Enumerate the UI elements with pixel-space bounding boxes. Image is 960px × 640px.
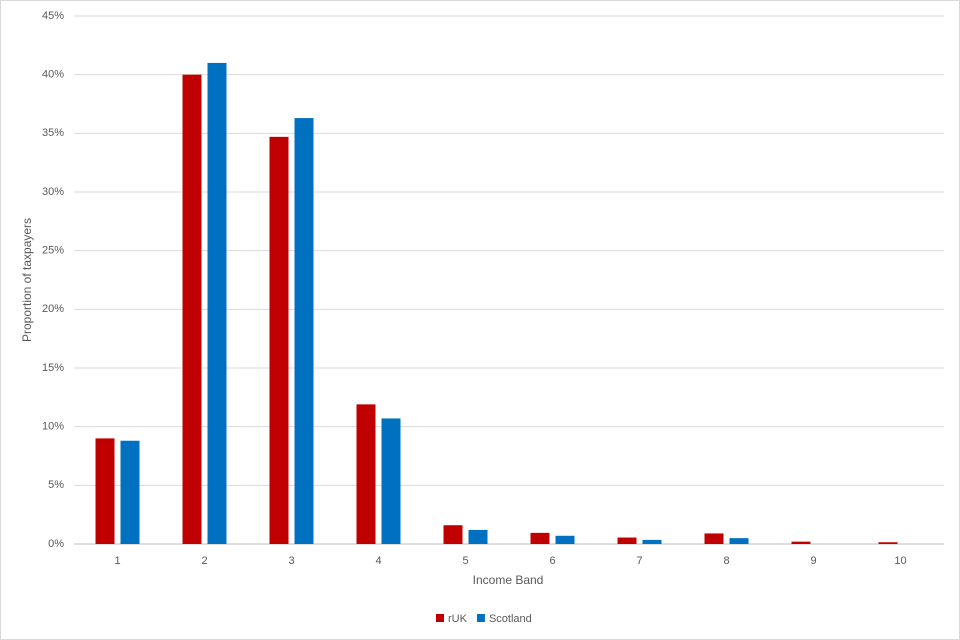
bar [381,418,401,544]
bar [269,136,289,544]
bar [729,538,749,544]
x-tick-label: 4 [375,555,381,567]
x-tick-label: 3 [288,555,294,567]
y-tick-label: 20% [42,303,64,315]
y-tick-label: 35% [42,127,64,139]
x-tick-label: 10 [894,555,906,567]
x-tick-label: 7 [636,555,642,567]
y-tick-label: 0% [48,538,64,550]
legend-swatch [436,614,444,622]
y-axis-title: Proportion of taxpayers [20,218,34,342]
x-tick-label: 1 [114,555,120,567]
x-tick-label: 9 [810,555,816,567]
bar [95,438,115,544]
bar [530,532,550,544]
y-tick-label: 5% [48,479,64,491]
y-tick-label: 40% [42,69,64,81]
y-tick-label: 15% [42,362,64,374]
bar [468,529,488,544]
bar [294,118,314,544]
y-tick-label: 45% [42,10,64,22]
bar [356,404,376,544]
y-tick-label: 10% [42,421,64,433]
x-tick-label: 5 [462,555,468,567]
legend-label: Scotland [489,613,532,625]
bar [207,62,227,544]
legend-label: rUK [448,613,468,625]
bar [791,541,811,544]
x-tick-label: 6 [549,555,555,567]
bar [642,539,662,544]
y-tick-label: 25% [42,245,64,257]
bar [704,533,724,544]
x-tick-label: 2 [201,555,207,567]
x-axis-title: Income Band [473,573,544,587]
y-tick-label: 30% [42,186,64,198]
bar [182,74,202,545]
x-tick-label: 8 [723,555,729,567]
legend-swatch [476,614,485,622]
bar [443,525,463,544]
bar [120,440,140,544]
bar [878,542,898,544]
bar [617,537,637,544]
bar [555,535,575,544]
